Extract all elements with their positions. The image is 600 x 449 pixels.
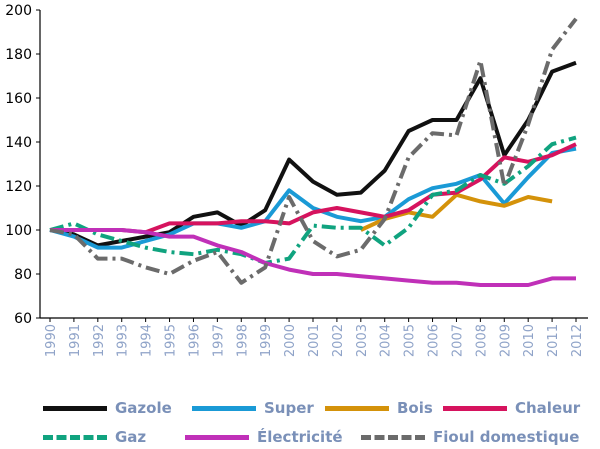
x-tick-label: 2004 <box>379 324 394 357</box>
x-tick-label: 2006 <box>427 324 442 357</box>
y-tick-label: 200 <box>5 3 32 19</box>
x-tick-label: 2009 <box>498 324 513 357</box>
x-tick-label: 2011 <box>546 324 561 357</box>
x-tick-label: 2005 <box>403 324 418 357</box>
series-line-fioul-domestique <box>49 17 578 285</box>
series-line-electricite <box>50 228 576 287</box>
x-tick-label: 2002 <box>331 324 346 357</box>
y-tick-label: 140 <box>5 135 32 151</box>
x-tick-label: 1990 <box>44 324 59 357</box>
series-line-chaleur <box>50 142 577 235</box>
y-tick-label: 120 <box>5 179 32 195</box>
x-tick-label: 1999 <box>259 324 274 357</box>
y-tick-label: 160 <box>5 91 32 107</box>
x-tick-label: 2008 <box>474 324 489 357</box>
series-lines <box>49 17 578 287</box>
x-tick-label: 1996 <box>187 324 202 357</box>
series-line-super <box>49 146 577 250</box>
series-line-bois <box>359 192 553 232</box>
x-tick-label: 2000 <box>283 324 298 357</box>
x-tick-label: 2001 <box>307 324 322 357</box>
y-tick-label: 100 <box>5 223 32 239</box>
x-tick-label: 1991 <box>68 324 83 357</box>
x-tick-label: 1997 <box>211 324 226 357</box>
series-line-gaz <box>49 135 577 265</box>
x-tick-label: 1993 <box>116 324 131 357</box>
y-tick-label: 60 <box>14 311 32 327</box>
axes: 60 80 100 120 140 160 180 200 1990 1991 1992 1993 19… <box>5 3 588 357</box>
x-tick-label: 2010 <box>522 324 537 357</box>
series-line-gazole <box>49 60 577 248</box>
y-tick-label: 180 <box>5 47 32 63</box>
x-tick-label: 1995 <box>164 324 179 357</box>
x-tick-label: 2012 <box>570 324 585 357</box>
y-tick-label: 80 <box>14 267 32 283</box>
x-tick-label: 1994 <box>140 324 155 357</box>
x-tick-label: 1992 <box>92 324 107 357</box>
x-tick-label: 2003 <box>355 324 370 357</box>
x-tick-label: 1998 <box>235 324 250 357</box>
x-tick-label: 2007 <box>450 324 465 357</box>
